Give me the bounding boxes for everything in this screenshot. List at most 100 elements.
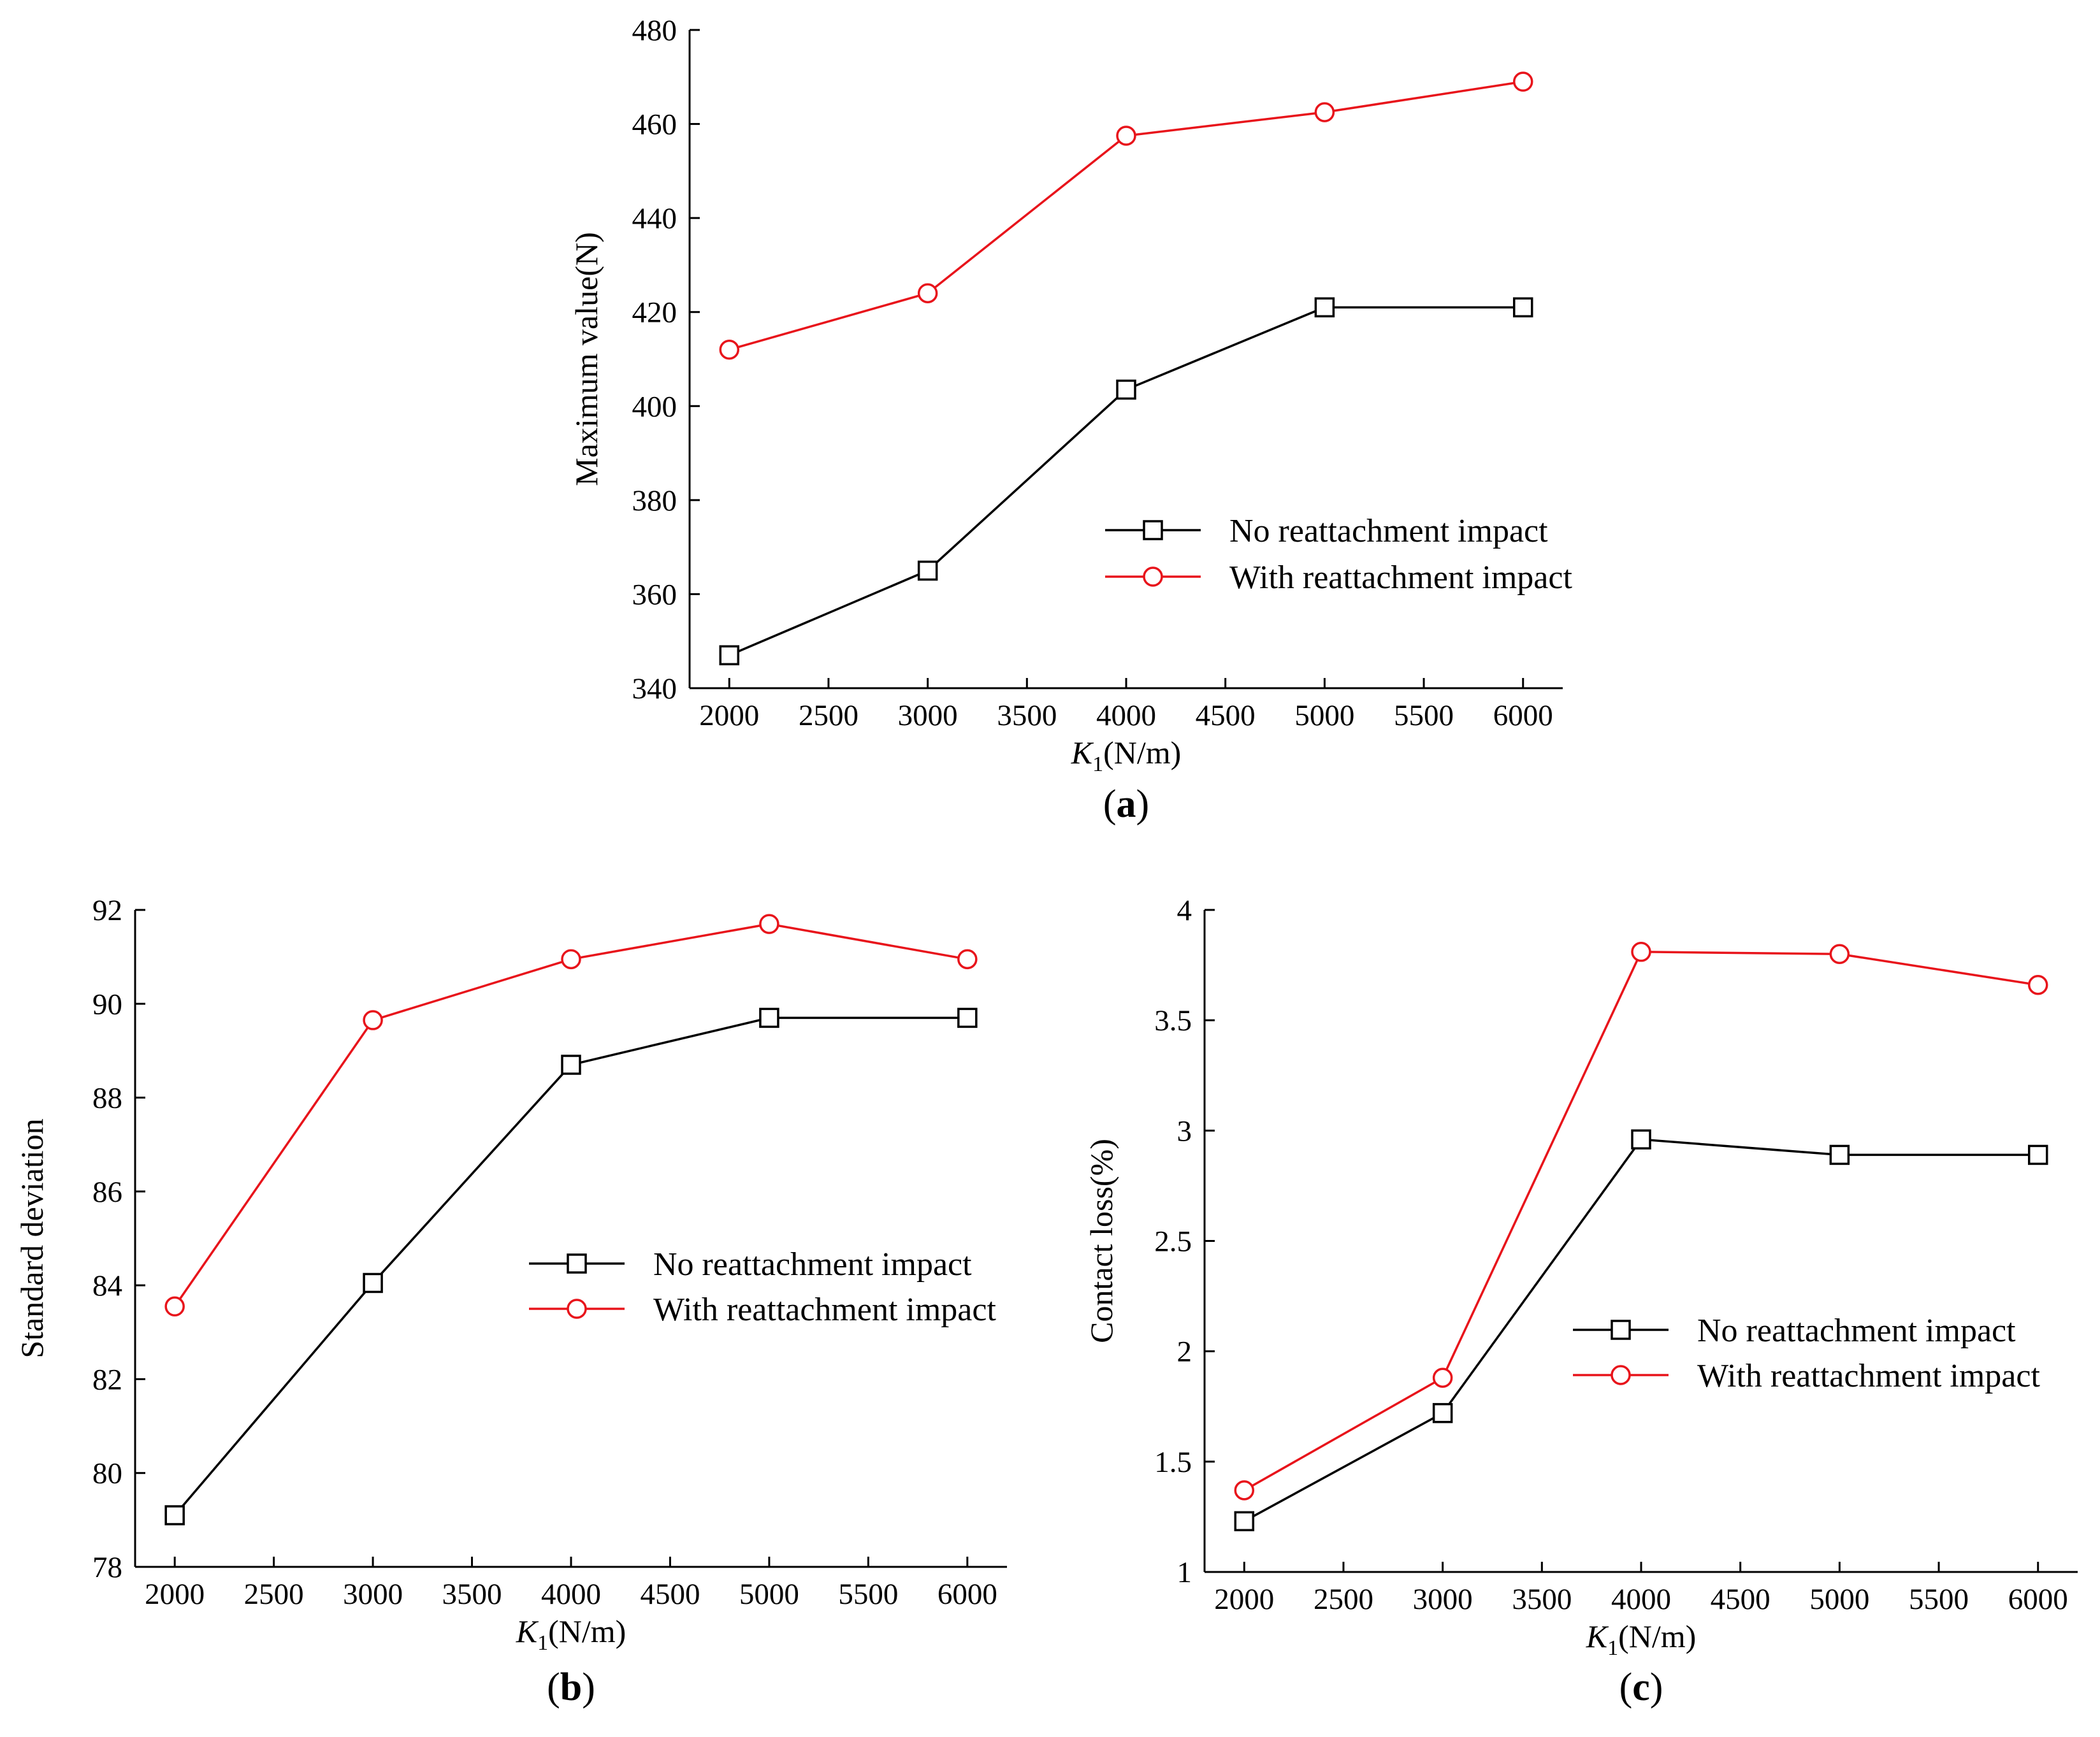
data-point-circle [561, 949, 581, 970]
x-tick-label: 3000 [1413, 1583, 1473, 1616]
y-tick-label: 2.5 [1154, 1225, 1192, 1258]
chart-panel-a: 2000 2500 3000 3500 4000 4500 5000 5500 6000 340 3… [568, 14, 1572, 826]
y-tick-label: 340 [632, 672, 677, 705]
x-tick-label: 4000 [1611, 1583, 1671, 1616]
data-point-square [1432, 1402, 1453, 1423]
x-tick-label: 5500 [838, 1578, 898, 1611]
y-tick-label: 78 [92, 1551, 122, 1584]
y-tick-label: 400 [632, 390, 677, 423]
legend-label: With reattachment impact [1697, 1358, 2040, 1394]
x-tick-label: 3500 [442, 1578, 502, 1611]
panel-caption: (a) [1103, 782, 1149, 826]
data-point-circle [164, 1296, 185, 1317]
y-tick-label: 82 [92, 1363, 122, 1396]
panel-caption: (c) [1619, 1666, 1663, 1709]
x-tick-label: 5000 [1809, 1583, 1869, 1616]
data-point-circle [363, 1010, 383, 1030]
data-point-square [957, 1007, 978, 1028]
x-axis-title: K1(N/m) [1071, 735, 1182, 776]
x-tick-label: 5500 [1394, 699, 1454, 732]
legend-marker-square [567, 1253, 587, 1274]
legend-label: No reattachment impact [1697, 1313, 2016, 1349]
x-tick-label: 5000 [1294, 699, 1354, 732]
x-tick-label: 4000 [1096, 699, 1156, 732]
y-tick-label: 3 [1177, 1114, 1192, 1148]
y-tick-label: 480 [632, 14, 677, 47]
data-point-circle [719, 339, 740, 360]
x-tick-label: 3500 [1512, 1583, 1572, 1616]
x-axis-title: K1(N/m) [1586, 1618, 1697, 1660]
data-point-square [719, 645, 740, 666]
data-point-square [759, 1007, 779, 1028]
y-tick-label: 2 [1177, 1336, 1192, 1369]
legend: No reattachment impact With reattachment … [529, 1246, 996, 1328]
x-tick-label: 5000 [739, 1578, 799, 1611]
y-tick-label: 380 [632, 484, 677, 517]
legend-marker-square [1611, 1320, 1631, 1340]
y-axis-title: Standard deviation [14, 1118, 50, 1358]
data-point-circle [1829, 944, 1850, 965]
x-tick-label: 2500 [244, 1578, 304, 1611]
y-tick-label: 420 [632, 296, 677, 329]
series-line-with-reattachment [1243, 951, 2038, 1492]
data-point-square [1234, 1511, 1255, 1532]
legend: No reattachment impact With reattachment … [1105, 513, 1572, 596]
y-tick-label: 1.5 [1154, 1446, 1192, 1479]
x-tick-label: 3500 [997, 699, 1057, 732]
data-point-square [561, 1055, 581, 1075]
data-point-circle [759, 914, 779, 934]
data-point-circle [1314, 102, 1335, 122]
data-point-square [1631, 1129, 1651, 1150]
data-point-circle [2027, 975, 2048, 995]
data-point-circle [1432, 1367, 1453, 1388]
legend-label: With reattachment impact [653, 1292, 996, 1328]
x-tick-label: 4500 [1196, 699, 1256, 732]
x-tick-label: 6000 [938, 1578, 997, 1611]
legend: No reattachment impact With reattachment … [1573, 1313, 2040, 1394]
x-tick-label: 6000 [1493, 699, 1553, 732]
x-tick-label: 4000 [541, 1578, 601, 1611]
y-tick-label: 3.5 [1154, 1004, 1192, 1037]
x-tick-label: 3000 [343, 1578, 403, 1611]
data-point-circle [1234, 1480, 1255, 1501]
series-line-no-reattachment [728, 306, 1523, 656]
legend-marker-square [1143, 520, 1163, 540]
data-point-square [1512, 297, 1533, 318]
chart-panel-b: 2000 2500 3000 3500 4000 4500 5000 5500 6000 78 80… [14, 894, 1007, 1709]
y-tick-label: 360 [632, 578, 677, 611]
data-point-square [164, 1505, 185, 1525]
x-tick-label: 2000 [145, 1578, 205, 1611]
legend-label: No reattachment impact [1229, 513, 1548, 549]
y-tick-label: 1 [1177, 1556, 1192, 1589]
data-point-square [2027, 1144, 2048, 1165]
x-tick-label: 2000 [699, 699, 759, 732]
y-tick-label: 88 [92, 1082, 122, 1115]
x-tick-label: 6000 [2008, 1583, 2068, 1616]
x-axis-title: K1(N/m) [516, 1613, 626, 1655]
y-tick-label: 4 [1177, 894, 1192, 927]
data-point-square [1314, 297, 1335, 318]
x-tick-label: 2500 [799, 699, 858, 732]
data-point-circle [957, 949, 978, 970]
legend-label: No reattachment impact [653, 1246, 972, 1283]
y-tick-label: 92 [92, 894, 122, 927]
data-point-square [1829, 1144, 1850, 1165]
y-tick-label: 86 [92, 1176, 122, 1209]
y-tick-label: 84 [92, 1269, 122, 1302]
series-line-with-reattachment [728, 80, 1523, 351]
data-point-square [1116, 379, 1136, 400]
y-tick-label: 440 [632, 202, 677, 235]
y-axis-title: Contact loss(%) [1083, 1139, 1119, 1343]
panel-caption: (b) [547, 1666, 595, 1709]
x-tick-label: 4500 [1711, 1583, 1771, 1616]
x-tick-label: 5500 [1909, 1583, 1969, 1616]
chart-panel-c: 2000 2500 3000 3500 4000 4500 5000 5500 6000 1 1.5… [1083, 894, 2078, 1709]
data-point-circle [917, 283, 938, 303]
legend-marker-circle [1143, 566, 1163, 587]
y-tick-label: 80 [92, 1457, 122, 1490]
data-point-circle [1512, 71, 1533, 92]
x-tick-label: 2500 [1314, 1583, 1373, 1616]
y-tick-label: 90 [92, 988, 122, 1021]
y-axis-title: Maximum value(N) [568, 232, 604, 486]
